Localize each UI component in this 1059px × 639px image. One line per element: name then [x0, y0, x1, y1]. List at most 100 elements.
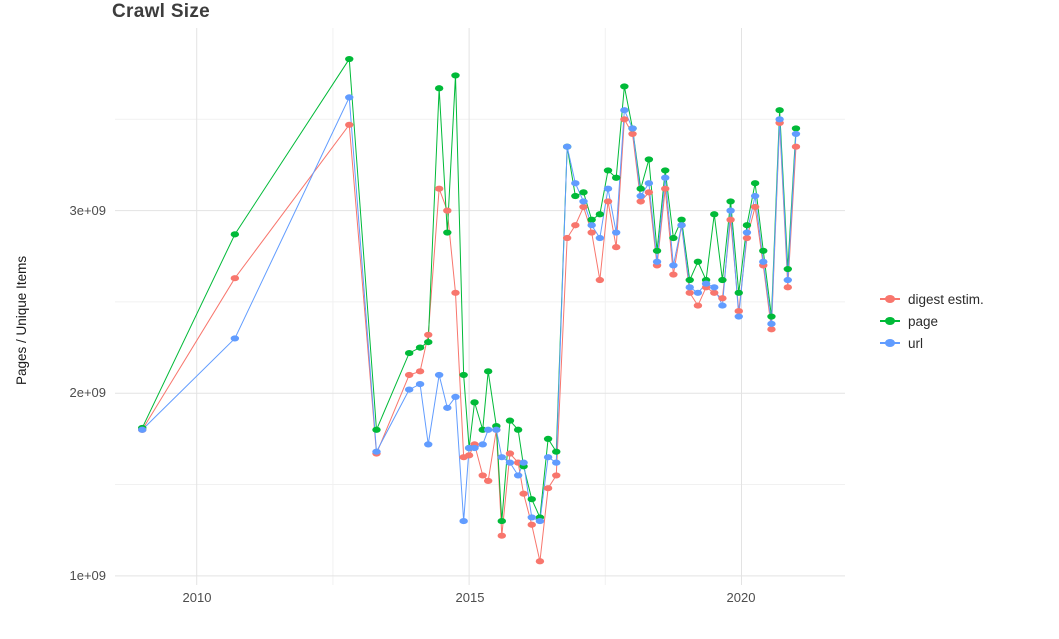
data-point-url [726, 207, 735, 214]
x-tick-label-2010: 2010 [182, 590, 212, 605]
data-point-url [519, 459, 528, 466]
legend-dot-url [885, 338, 895, 347]
data-point-page [459, 371, 468, 379]
y-tick-label-2e09: 2e+09 [69, 385, 106, 400]
data-point-page [661, 167, 670, 174]
data-point-page [424, 339, 433, 346]
data-point-url [443, 404, 452, 411]
legend-marker-digest-icon [880, 291, 900, 307]
legend-dot-digest [885, 294, 895, 303]
data-point-url [661, 174, 670, 181]
data-point-page [791, 125, 801, 132]
data-point-url [492, 426, 501, 433]
chart-title: Crawl Size [112, 1, 211, 22]
data-point-digest-estim- [587, 229, 596, 236]
data-point-page [595, 211, 605, 218]
data-point-url [372, 448, 381, 455]
data-point-url [527, 514, 536, 521]
data-point-url [451, 393, 460, 400]
data-point-page [734, 289, 743, 296]
data-point-url [669, 262, 678, 269]
data-point-url [636, 192, 645, 200]
data-point-page [685, 276, 694, 284]
data-point-digest-estim- [644, 189, 654, 196]
data-point-url [459, 517, 468, 525]
data-point-url [404, 386, 414, 393]
data-point-url [710, 284, 719, 291]
data-point-digest-estim- [345, 121, 354, 128]
data-point-url [562, 143, 572, 150]
data-point-page [767, 313, 776, 320]
data-point-page [718, 276, 727, 284]
data-point-page [726, 198, 735, 205]
data-point-url [424, 441, 433, 448]
y-tick-label-1e09: 1e+09 [69, 568, 106, 583]
data-point-page [611, 174, 621, 181]
data-point-url [571, 180, 580, 187]
data-point-url [345, 94, 354, 101]
data-point-url [783, 276, 792, 284]
data-point-digest-estim- [636, 198, 645, 205]
data-point-url [483, 426, 493, 433]
legend-marker-page-icon [880, 313, 900, 329]
data-point-page [434, 85, 444, 92]
data-point-url [505, 459, 515, 466]
data-point-url [685, 284, 694, 291]
data-point-digest-estim- [527, 521, 536, 528]
data-point-digest-estim- [783, 284, 792, 291]
data-point-url [644, 180, 654, 187]
data-point-page [230, 231, 240, 238]
data-point-page [443, 229, 452, 236]
data-point-digest-estim- [685, 289, 694, 296]
data-point-page [710, 211, 719, 218]
data-point-url [791, 130, 801, 138]
data-point-page [483, 368, 493, 375]
data-point-digest-estim- [726, 216, 735, 223]
data-point-url [552, 459, 561, 466]
data-point-digest-estim- [415, 368, 425, 375]
data-point-digest-estim- [543, 485, 553, 492]
legend-dot-page [885, 316, 895, 325]
data-point-url [742, 229, 752, 236]
data-point-digest-estim- [734, 307, 743, 315]
data-point-page [497, 517, 506, 525]
data-point-page [571, 192, 580, 200]
data-point-digest-estim- [424, 331, 433, 338]
data-point-page [636, 185, 645, 192]
data-point-url [628, 125, 637, 132]
data-point-digest-estim- [579, 203, 588, 211]
data-point-digest-estim- [562, 234, 572, 242]
data-point-url [759, 258, 768, 265]
data-point-url [718, 302, 727, 309]
legend-label-page: page [908, 313, 939, 329]
data-point-digest-estim- [404, 371, 414, 379]
data-point-digest-estim- [620, 116, 629, 123]
data-point-url [750, 192, 760, 200]
data-point-url [434, 371, 444, 379]
y-tick-label-3e09: 3e+09 [69, 203, 106, 218]
data-point-digest-estim- [718, 295, 727, 302]
data-point-page [677, 216, 686, 223]
data-point-digest-estim- [750, 203, 760, 211]
data-point-url [775, 116, 784, 123]
data-point-digest-estim- [478, 472, 487, 479]
legend-item-digest-estim: digest estim. [880, 288, 984, 310]
x-tick-label-2020: 2020 [726, 590, 756, 605]
data-point-digest-estim- [464, 452, 474, 459]
data-point-digest-estim- [483, 477, 493, 485]
legend-label-url: url [908, 335, 924, 351]
data-point-digest-estim- [603, 198, 613, 205]
data-point-digest-estim- [519, 490, 528, 497]
y-axis-title: Pages / Unique Items [14, 255, 29, 385]
data-point-url [415, 381, 425, 388]
data-point-page [759, 247, 768, 254]
data-point-url [587, 222, 596, 229]
data-point-digest-estim- [791, 143, 801, 150]
data-point-page [527, 496, 536, 503]
data-point-digest-estim- [230, 275, 240, 282]
data-point-digest-estim- [505, 450, 515, 457]
data-point-url [543, 454, 553, 461]
data-point-digest-estim- [693, 302, 703, 309]
data-point-digest-estim- [571, 222, 580, 229]
